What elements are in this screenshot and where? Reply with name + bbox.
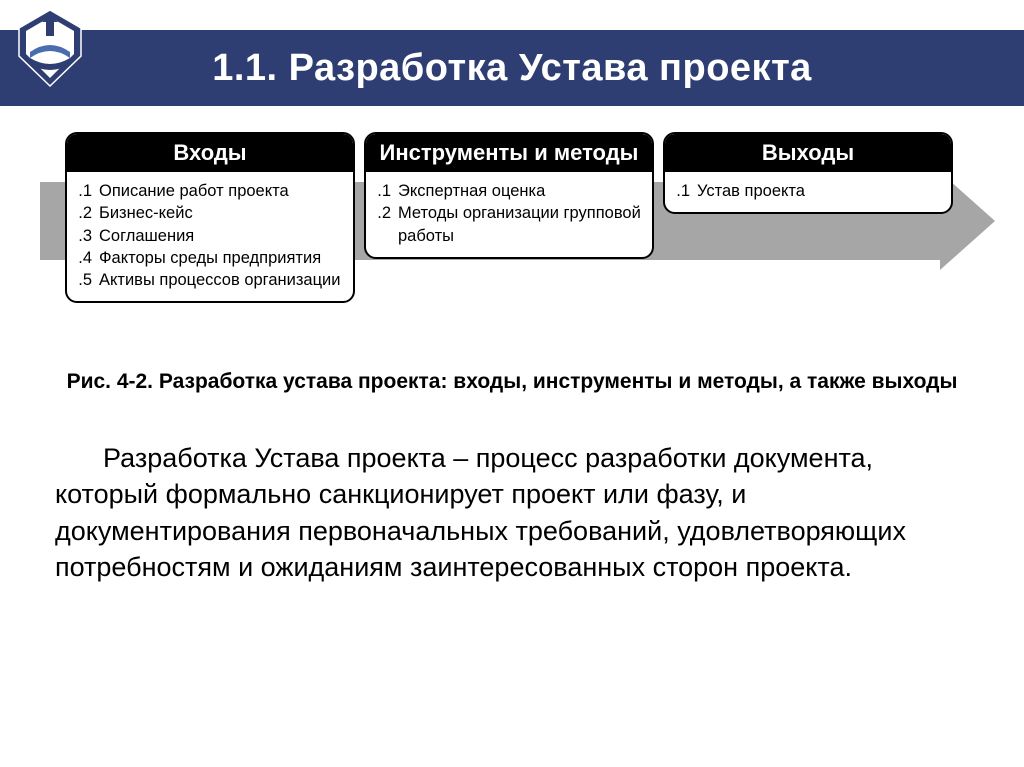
item-text: Бизнес-кейс bbox=[99, 202, 343, 224]
page-title: 1.1. Разработка Устава проекта bbox=[212, 47, 812, 90]
list-item: .2Бизнес-кейс bbox=[77, 202, 343, 224]
list-item: .2Методы организации групповой работы bbox=[376, 202, 642, 247]
item-text: Соглашения bbox=[99, 225, 343, 247]
item-number: .1 bbox=[77, 180, 99, 202]
diagram-card: Выходы .1Устав проекта bbox=[663, 132, 953, 214]
item-text: Факторы среды предприятия bbox=[99, 247, 343, 269]
item-number: .1 bbox=[675, 180, 697, 202]
item-number: .5 bbox=[77, 269, 99, 291]
item-number: .4 bbox=[77, 247, 99, 269]
title-bar: 1.1. Разработка Устава проекта bbox=[0, 30, 1024, 106]
item-number: .3 bbox=[77, 225, 99, 247]
figure-caption: Рис. 4-2. Разработка устава проекта: вхо… bbox=[40, 370, 984, 394]
list-item: .5Активы процессов организации bbox=[77, 269, 343, 291]
card-header: Входы bbox=[67, 134, 353, 172]
list-item: .1Экспертная оценка bbox=[376, 180, 642, 202]
card-body: .1Устав проекта bbox=[665, 172, 951, 212]
card-body: .1Описание работ проекта.2Бизнес-кейс.3С… bbox=[67, 172, 353, 301]
item-text: Описание работ проекта bbox=[99, 180, 343, 202]
item-number: .1 bbox=[376, 180, 398, 202]
item-number: .2 bbox=[376, 202, 398, 247]
card-body: .1Экспертная оценка.2Методы организации … bbox=[366, 172, 652, 257]
body-paragraph: Разработка Устава проекта – процесс разр… bbox=[55, 440, 969, 586]
list-item: .1Описание работ проекта bbox=[77, 180, 343, 202]
item-text: Активы процессов организации bbox=[99, 269, 343, 291]
item-number: .2 bbox=[77, 202, 99, 224]
item-text: Устав проекта bbox=[697, 180, 941, 202]
card-header: Выходы bbox=[665, 134, 951, 172]
item-text: Экспертная оценка bbox=[398, 180, 642, 202]
university-logo-icon bbox=[15, 8, 85, 88]
card-header: Инструменты и методы bbox=[366, 134, 652, 172]
diagram-card: Инструменты и методы.1Экспертная оценка.… bbox=[364, 132, 654, 259]
list-item: .1Устав проекта bbox=[675, 180, 941, 202]
diagram-card: Входы.1Описание работ проекта.2Бизнес-ке… bbox=[65, 132, 355, 303]
list-item: .3Соглашения bbox=[77, 225, 343, 247]
list-item: .4Факторы среды предприятия bbox=[77, 247, 343, 269]
process-diagram: Входы.1Описание работ проекта.2Бизнес-ке… bbox=[40, 132, 995, 332]
item-text: Методы организации групповой работы bbox=[398, 202, 642, 247]
